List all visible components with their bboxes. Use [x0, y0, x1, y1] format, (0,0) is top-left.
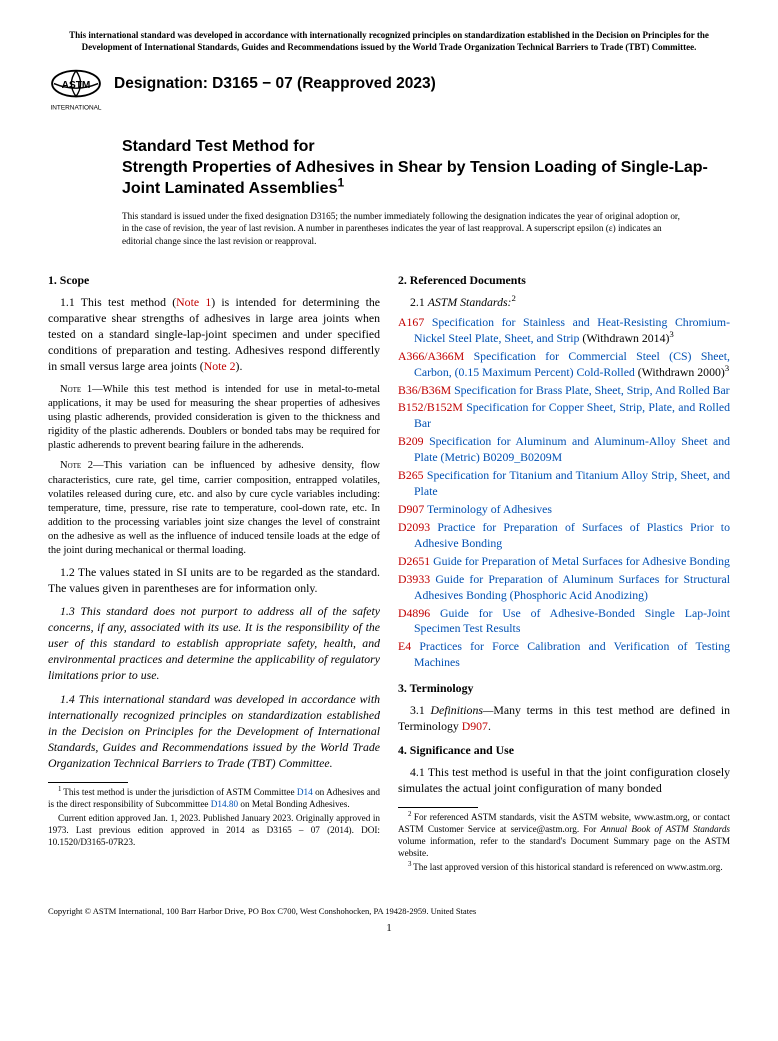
ref-item[interactable]: E4 Practices for Force Calibration and V…: [398, 639, 730, 671]
para-1-3: 1.3 This standard does not purport to ad…: [48, 604, 380, 684]
para-3-1: 3.1 Definitions—Many terms in this test …: [398, 703, 730, 735]
title-sup: 1: [337, 176, 344, 190]
footnote-1: 1 This test method is under the jurisdic…: [48, 787, 380, 811]
svg-text:ASTM: ASTM: [62, 81, 91, 92]
link-d14-80[interactable]: D14.80: [211, 799, 238, 809]
svg-text:INTERNATIONAL: INTERNATIONAL: [50, 105, 101, 112]
ref-item[interactable]: B152/B152M Specification for Copper Shee…: [398, 400, 730, 432]
left-column: 1. Scope 1.1 This test method (Note 1) i…: [48, 267, 380, 876]
footnote-rule-left: [48, 782, 128, 783]
ref-item[interactable]: D2651 Guide for Preparation of Metal Sur…: [398, 554, 730, 570]
page: This international standard was develope…: [0, 0, 778, 954]
astm-logo: ASTM INTERNATIONAL: [48, 67, 104, 113]
ref-item[interactable]: D907 Terminology of Adhesives: [398, 502, 730, 518]
page-number: 1: [48, 922, 730, 934]
ref-item[interactable]: A167 Specification for Stainless and Hea…: [398, 315, 730, 347]
ref-item[interactable]: D4896 Guide for Use of Adhesive-Bonded S…: [398, 606, 730, 638]
ref-item[interactable]: D3933 Guide for Preparation of Aluminum …: [398, 572, 730, 604]
title-block: Standard Test Method for Strength Proper…: [122, 137, 730, 199]
note-1: Note 1—While this test method is intende…: [48, 383, 380, 454]
para-1-2: 1.2 The values stated in SI units are to…: [48, 565, 380, 597]
para-1-4: 1.4 This international standard was deve…: [48, 692, 380, 772]
ref-item[interactable]: D2093 Practice for Preparation of Surfac…: [398, 520, 730, 552]
footnote-1b: Current edition approved Jan. 1, 2023. P…: [48, 813, 380, 849]
ref-item[interactable]: B209 Specification for Aluminum and Alum…: [398, 434, 730, 466]
link-d14[interactable]: D14: [297, 787, 313, 797]
significance-heading: 4. Significance and Use: [398, 743, 730, 759]
para-4-1: 4.1 This test method is useful in that t…: [398, 765, 730, 797]
ref-subhead: 2.1 ASTM Standards:2: [398, 295, 730, 311]
top-notice: This international standard was develope…: [48, 30, 730, 53]
link-d907[interactable]: D907: [462, 719, 488, 733]
title: Standard Test Method for Strength Proper…: [122, 137, 730, 199]
designation: Designation: D3165 − 07 (Reapproved 2023…: [114, 67, 436, 93]
ref-item[interactable]: B265 Specification for Titanium and Tita…: [398, 468, 730, 500]
right-column: 2. Referenced Documents 2.1 ASTM Standar…: [398, 267, 730, 876]
scope-heading: 1. Scope: [48, 273, 380, 289]
refs-list: A167 Specification for Stainless and Hea…: [398, 315, 730, 671]
body-columns: 1. Scope 1.1 This test method (Note 1) i…: [48, 267, 730, 876]
issuance-note: This standard is issued under the fixed …: [122, 210, 730, 247]
title-line1: Standard Test Method for: [122, 138, 315, 155]
note2-ref[interactable]: Note 2: [204, 359, 236, 373]
footnote-3: 3 The last approved version of this hist…: [398, 862, 730, 874]
note-2: Note 2—This variation can be influenced …: [48, 459, 380, 558]
terminology-heading: 3. Terminology: [398, 681, 730, 697]
header: ASTM INTERNATIONAL Designation: D3165 − …: [48, 67, 730, 113]
para-1-1: 1.1 This test method (Note 1) is intende…: [48, 295, 380, 375]
referenced-heading: 2. Referenced Documents: [398, 273, 730, 289]
footnote-rule-right: [398, 807, 478, 808]
note1-ref[interactable]: Note 1: [176, 295, 211, 309]
ref-item[interactable]: A366/A366M Specification for Commercial …: [398, 349, 730, 381]
copyright: Copyright © ASTM International, 100 Barr…: [48, 906, 730, 916]
ref-item[interactable]: B36/B36M Specification for Brass Plate, …: [398, 383, 730, 399]
footnote-2: 2 For referenced ASTM standards, visit t…: [398, 812, 730, 860]
title-line2: Strength Properties of Adhesives in Shea…: [122, 159, 708, 197]
